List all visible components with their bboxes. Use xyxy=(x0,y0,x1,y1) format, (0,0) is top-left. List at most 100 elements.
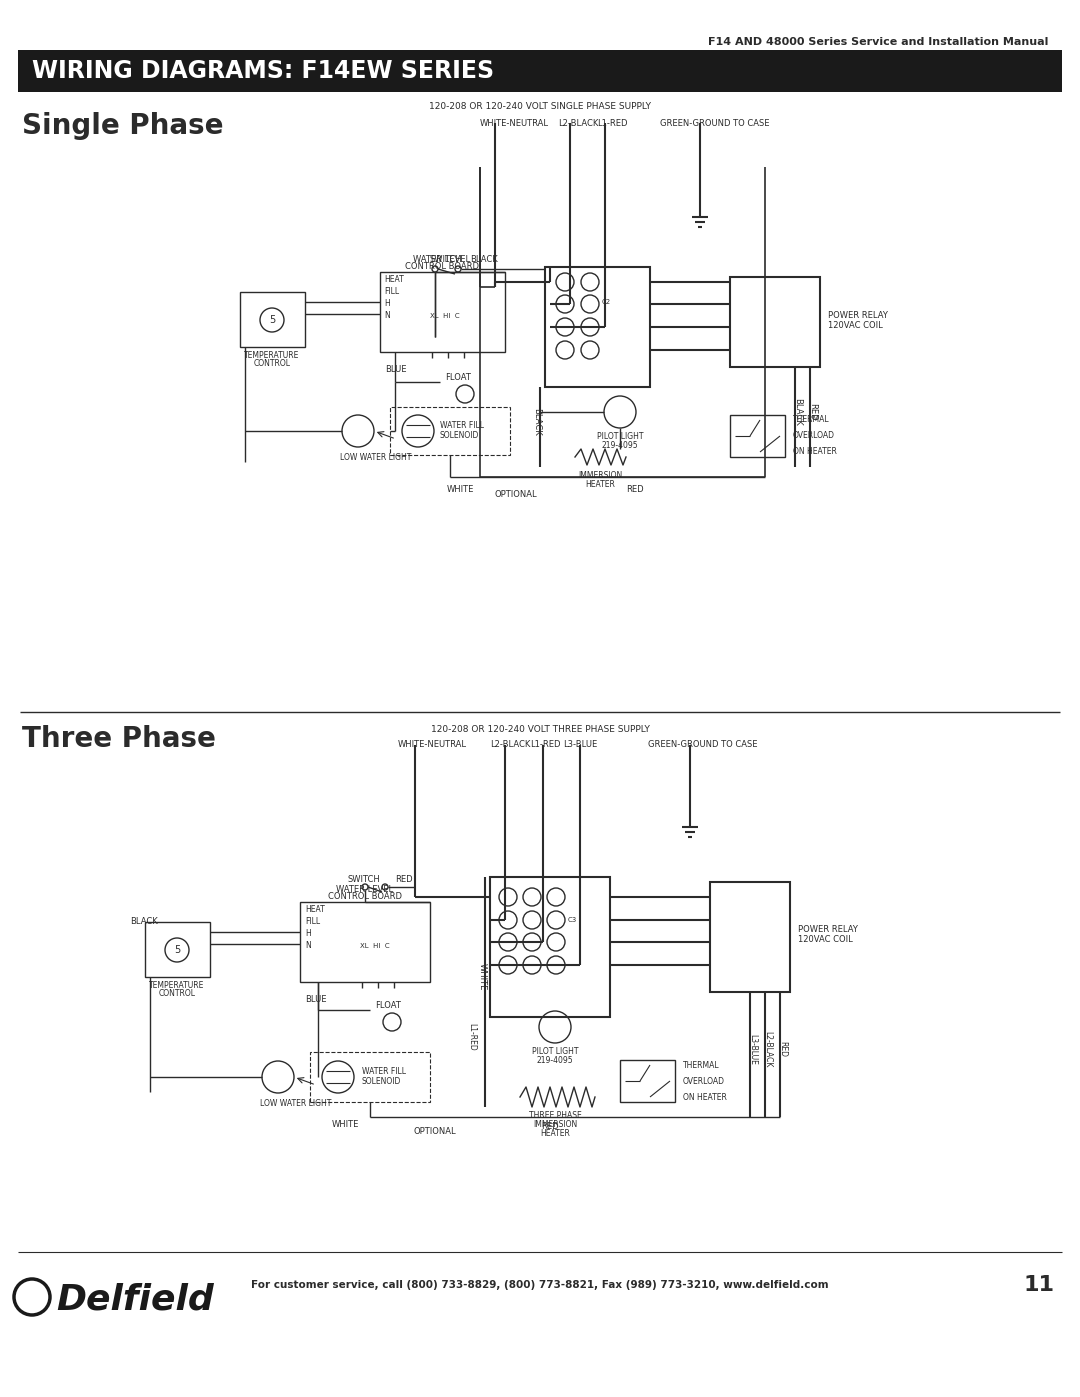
Text: SOLENOID: SOLENOID xyxy=(362,1077,402,1087)
Text: LOW WATER LIGHT: LOW WATER LIGHT xyxy=(340,453,411,462)
Text: SWITCH: SWITCH xyxy=(348,875,381,883)
Text: H: H xyxy=(384,299,390,309)
Text: WHITE: WHITE xyxy=(477,964,486,990)
Text: PILOT LIGHT: PILOT LIGHT xyxy=(597,432,644,441)
Text: FILL: FILL xyxy=(384,288,400,296)
Bar xyxy=(730,415,785,457)
Text: OVERLOAD: OVERLOAD xyxy=(683,1077,725,1085)
Bar xyxy=(145,922,210,977)
Text: HEATER: HEATER xyxy=(540,1129,570,1139)
Bar xyxy=(710,882,789,992)
Text: Delfield: Delfield xyxy=(56,1282,214,1316)
Text: HEAT: HEAT xyxy=(305,905,325,915)
Text: SOLENOID: SOLENOID xyxy=(440,432,480,440)
Text: FLOAT: FLOAT xyxy=(445,373,471,381)
Text: LOW WATER LIGHT: LOW WATER LIGHT xyxy=(260,1099,332,1108)
Text: Three Phase: Three Phase xyxy=(22,725,216,753)
Text: OPTIONAL: OPTIONAL xyxy=(414,1127,457,1136)
Text: L2-BLACK: L2-BLACK xyxy=(764,1031,772,1067)
Text: C2: C2 xyxy=(602,299,611,305)
Text: 120-208 OR 120-240 VOLT SINGLE PHASE SUPPLY: 120-208 OR 120-240 VOLT SINGLE PHASE SUP… xyxy=(429,102,651,110)
Text: RED: RED xyxy=(626,485,644,495)
Text: WHITE: WHITE xyxy=(332,1120,359,1129)
Text: IMMERSION: IMMERSION xyxy=(532,1120,577,1129)
Text: 120VAC COIL: 120VAC COIL xyxy=(798,935,853,943)
Text: 219-4095: 219-4095 xyxy=(537,1056,573,1065)
Text: N: N xyxy=(305,942,311,950)
Text: For customer service, call (800) 733-8829, (800) 773-8821, Fax (989) 773-3210, w: For customer service, call (800) 733-882… xyxy=(252,1280,828,1289)
Text: Single Phase: Single Phase xyxy=(22,112,224,140)
Text: CONTROL BOARD: CONTROL BOARD xyxy=(328,893,402,901)
Bar xyxy=(310,1052,430,1102)
Text: L1-RED: L1-RED xyxy=(468,1023,476,1051)
Text: HEAT: HEAT xyxy=(384,275,404,285)
Text: POWER RELAY: POWER RELAY xyxy=(828,310,888,320)
Text: WHITE-NEUTRAL: WHITE-NEUTRAL xyxy=(480,119,549,129)
Text: GREEN-GROUND TO CASE: GREEN-GROUND TO CASE xyxy=(648,740,757,749)
Text: POWER RELAY: POWER RELAY xyxy=(798,925,858,933)
Text: RED: RED xyxy=(395,875,413,883)
Bar xyxy=(730,277,820,367)
Text: WHITE-NEUTRAL: WHITE-NEUTRAL xyxy=(399,740,467,749)
Text: C3: C3 xyxy=(568,916,577,923)
Text: XL  HI  C: XL HI C xyxy=(360,943,390,949)
Text: L3-BLUE: L3-BLUE xyxy=(563,740,597,749)
Text: H: H xyxy=(305,929,311,939)
Text: CONTROL BOARD: CONTROL BOARD xyxy=(405,263,480,271)
Text: BLACK: BLACK xyxy=(130,916,158,925)
Text: ON HEATER: ON HEATER xyxy=(683,1092,727,1101)
Text: 219-4095: 219-4095 xyxy=(602,441,638,450)
Text: OVERLOAD: OVERLOAD xyxy=(793,432,835,440)
Bar xyxy=(620,1060,675,1102)
Text: THERMAL: THERMAL xyxy=(683,1060,719,1070)
Text: TEMPERATURE: TEMPERATURE xyxy=(149,981,205,990)
Bar xyxy=(18,50,1062,92)
Text: L1-RED: L1-RED xyxy=(530,740,561,749)
Bar xyxy=(390,407,510,455)
Text: IMMERSION: IMMERSION xyxy=(578,471,622,481)
Text: GREEN-GROUND TO CASE: GREEN-GROUND TO CASE xyxy=(660,119,769,129)
Bar xyxy=(490,877,610,1017)
Text: ON HEATER: ON HEATER xyxy=(793,447,837,457)
Text: SWITCH: SWITCH xyxy=(430,254,462,264)
Text: RED: RED xyxy=(541,1122,558,1132)
Text: BLUE: BLUE xyxy=(305,996,326,1004)
Text: BLUE: BLUE xyxy=(384,366,406,374)
Text: 120VAC COIL: 120VAC COIL xyxy=(828,320,882,330)
Text: RED: RED xyxy=(809,404,818,420)
Text: BLACK: BLACK xyxy=(532,408,541,436)
Text: L2-BLACK: L2-BLACK xyxy=(558,119,598,129)
Text: 120-208 OR 120-240 VOLT THREE PHASE SUPPLY: 120-208 OR 120-240 VOLT THREE PHASE SUPP… xyxy=(431,725,649,733)
Text: HEATER: HEATER xyxy=(585,481,615,489)
Text: L1-RED: L1-RED xyxy=(597,119,627,129)
Text: L2-BLACK: L2-BLACK xyxy=(490,740,530,749)
Text: CONTROL: CONTROL xyxy=(254,359,291,367)
Text: 5: 5 xyxy=(269,314,275,326)
Text: F14 AND 48000 Series Service and Installation Manual: F14 AND 48000 Series Service and Install… xyxy=(707,36,1048,47)
Text: WATER LEVEL: WATER LEVEL xyxy=(414,256,471,264)
Text: WHITE: WHITE xyxy=(446,485,474,495)
Text: FILL: FILL xyxy=(305,918,320,926)
Text: FLOAT: FLOAT xyxy=(375,1002,401,1010)
Text: XL  HI  C: XL HI C xyxy=(430,313,460,319)
Text: PILOT LIGHT: PILOT LIGHT xyxy=(531,1046,578,1056)
Text: CONTROL: CONTROL xyxy=(159,989,195,997)
Bar xyxy=(240,292,305,346)
Text: WATER FILL: WATER FILL xyxy=(362,1067,406,1077)
Text: BLACK: BLACK xyxy=(794,398,802,426)
Bar xyxy=(300,902,430,982)
Text: 5: 5 xyxy=(174,944,180,956)
Text: WATER FILL: WATER FILL xyxy=(440,422,484,430)
Text: THERMAL: THERMAL xyxy=(793,415,829,425)
Bar xyxy=(380,272,505,352)
Text: RED: RED xyxy=(779,1041,787,1058)
Text: TEMPERATURE: TEMPERATURE xyxy=(244,351,299,360)
Bar xyxy=(545,267,650,387)
Text: OPTIONAL: OPTIONAL xyxy=(495,490,538,499)
Text: BLACK: BLACK xyxy=(470,254,498,264)
Text: L3-BLUE: L3-BLUE xyxy=(748,1034,757,1065)
Text: 11: 11 xyxy=(1024,1275,1055,1295)
Text: WATER LEVEL: WATER LEVEL xyxy=(337,886,393,894)
Text: WIRING DIAGRAMS: F14EW SERIES: WIRING DIAGRAMS: F14EW SERIES xyxy=(32,59,495,82)
Text: THREE PHASE: THREE PHASE xyxy=(528,1111,581,1120)
